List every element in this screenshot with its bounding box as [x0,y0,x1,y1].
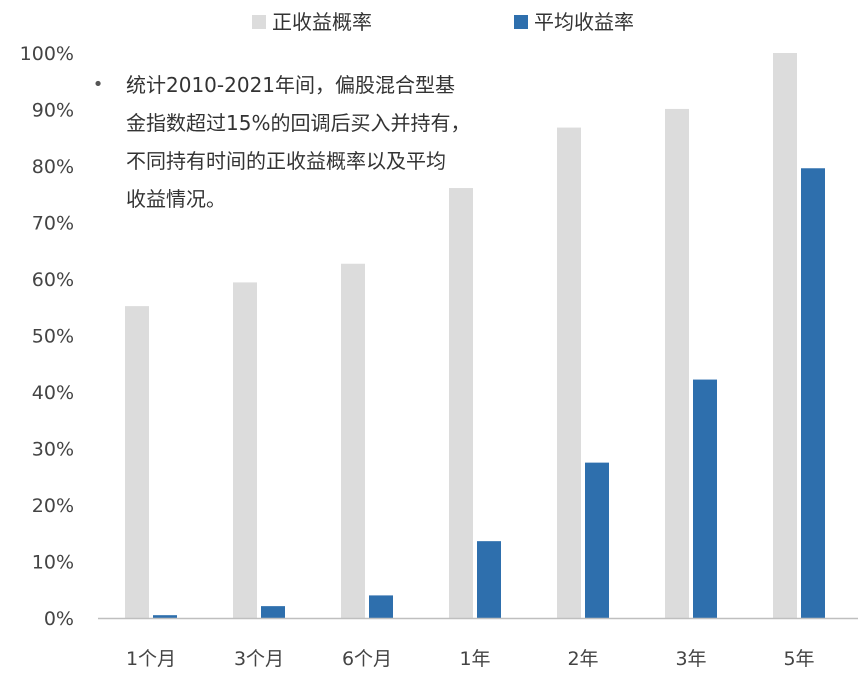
bar-average-return [801,168,825,618]
x-tick-label: 3个月 [234,648,284,670]
y-tick-label: 0% [44,608,74,630]
x-tick-label: 1个月 [126,648,176,670]
y-tick-label: 20% [32,495,74,517]
y-tick-label: 40% [32,382,74,404]
chart-annotation: • 统计2010-2021年间，偏股混合型基 金指数超过15%的回调后买入并持有… [88,66,508,218]
x-tick-label: 1年 [459,648,490,670]
legend-swatch [514,15,528,29]
x-tick-label: 2年 [567,648,598,670]
y-tick-label: 70% [32,213,74,235]
annotation-bullet: • [92,74,104,95]
bar-average-return [369,595,393,618]
y-tick-label: 30% [32,439,74,461]
annotation-line: 收益情况。 [126,187,226,211]
bar-positive-return-probability [773,53,797,618]
bar-average-return [693,379,717,618]
y-tick-label: 50% [32,326,74,348]
bar-average-return [585,462,609,618]
x-tick-label: 3年 [675,648,706,670]
y-tick-label: 100% [20,43,74,65]
x-tick-label: 5年 [783,648,814,670]
y-tick-label: 90% [32,100,74,122]
bar-positive-return-probability [665,108,689,618]
bar-positive-return-probability [341,263,365,618]
bar-average-return [477,541,501,618]
bar-average-return [153,615,177,618]
bar-positive-return-probability [557,127,581,618]
bar-positive-return-probability [125,306,149,618]
y-tick-label: 60% [32,269,74,291]
legend-label: 平均收益率 [534,10,634,34]
legend: 正收益概率 平均收益率 [252,10,634,34]
annotation-text: 统计2010-2021年间，偏股混合型基 金指数超过15%的回调后买入并持有， … [126,66,508,218]
y-tick-label: 10% [32,552,74,574]
annotation-line: 金指数超过15%的回调后买入并持有， [126,111,471,135]
bar-positive-return-probability [233,282,257,618]
annotation-line: 不同持有时间的正收益概率以及平均 [126,149,446,173]
x-axis: 1个月 3个月 6个月 1年 2年 3年 5年 [98,617,858,670]
bar-positive-return-probability [449,188,473,618]
y-axis: 0% 10% 20% 30% 40% 50% 60% 70% 80% 90% 100% [20,43,74,630]
annotation-line: 统计2010-2021年间，偏股混合型基 [126,73,456,97]
bar-average-return [261,606,285,618]
y-tick-label: 80% [32,156,74,178]
legend-label: 正收益概率 [272,10,372,34]
bars [125,53,825,618]
legend-swatch [252,15,266,29]
x-tick-label: 6个月 [342,648,392,670]
